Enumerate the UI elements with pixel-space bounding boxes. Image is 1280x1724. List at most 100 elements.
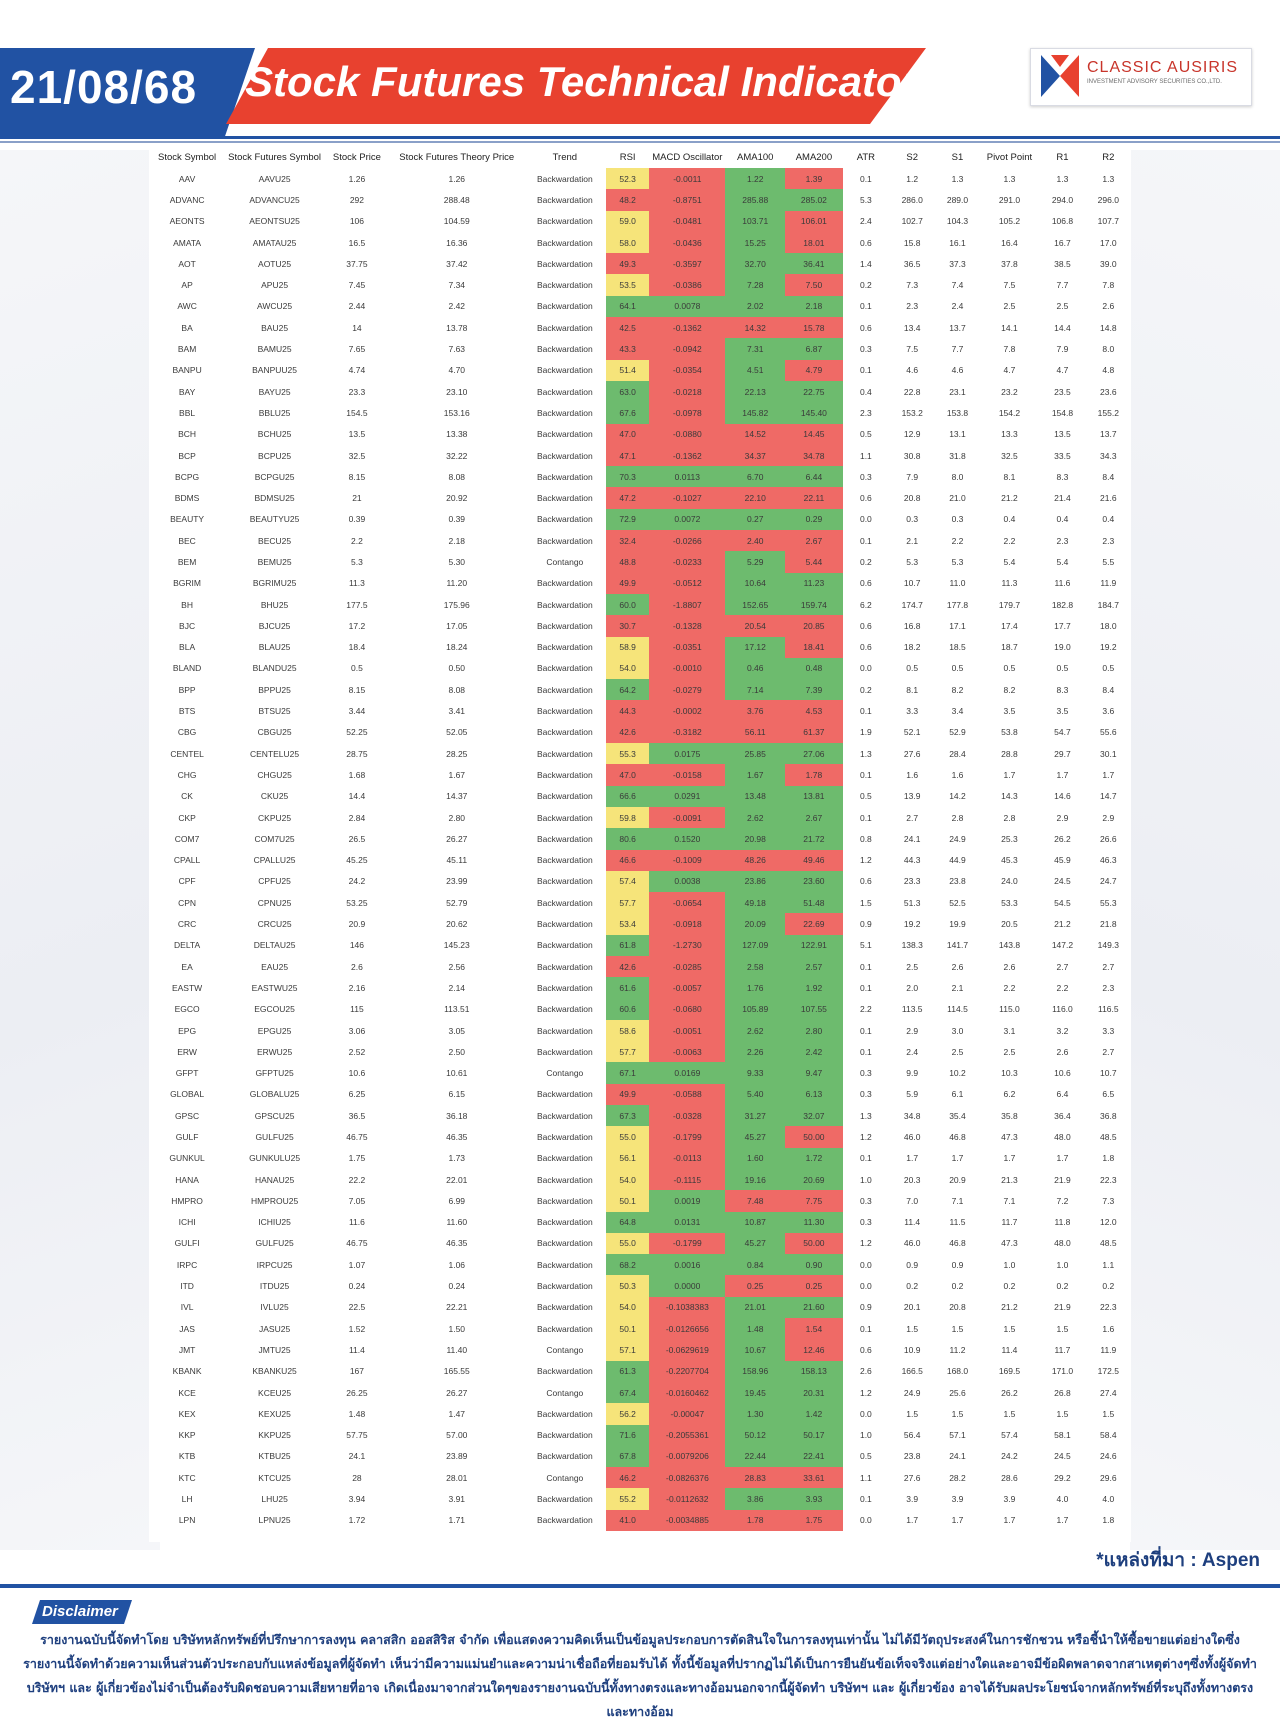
table-cell: 45.27 [725,1232,786,1255]
table-cell: 11.6 [1054,578,1071,589]
table-cell: 1.2 [906,173,919,184]
table-cell: 54.7 [1054,727,1071,738]
table-cell: 0.39 [448,514,466,525]
table-cell: KEX [178,1408,196,1419]
table-cell: 22.2 [348,1174,366,1185]
table-cell: 56.1 [606,1147,650,1169]
table-cell: 1.8 [1102,1153,1115,1164]
table-cell: 3.93 [785,1488,843,1510]
table-cell: 4.0 [1056,1494,1069,1505]
table-cell: 49.9 [606,572,650,594]
table-row: BBL BBLU25 154.5 153.16 Backwardation 67.6 -0.… [149,402,1131,424]
table-header-row: Stock Symbol Stock Futures Symbol Stock Pr… [149,146,1131,168]
table-cell: 5.29 [725,551,786,573]
table-cell: 46.8 [949,1132,966,1142]
table-cell: 2.2 [1056,982,1069,993]
table-cell: 1.0 [1056,1259,1069,1270]
table-row: CBG CBGU25 52.25 52.05 Backwardation 42.6 -0.3… [149,721,1131,744]
table-cell: 11.3 [348,578,365,589]
table-cell: -0.1799 [649,1126,726,1148]
table-row: ADVANC ADVANCU25 292 288.48 Backwardation 48.… [149,189,1131,211]
table-cell: 39.0 [1100,258,1117,269]
table-cell: 3.9 [1003,1494,1016,1505]
table-cell: 113.5 [901,1004,923,1015]
table-cell: 1.7 [1003,769,1016,780]
table-cell: 8.3 [1056,684,1069,695]
table-cell: 51.48 [785,892,843,914]
source-note: *แหล่งที่มา : Aspen [1096,1550,1260,1571]
table-cell: BLAU25 [258,642,291,653]
table-cell: 29.6 [1100,1472,1117,1483]
table-cell: 1.3 [1102,173,1115,184]
table-row: HANA HANAU25 22.2 22.01 Backwardation 54.0 -0.… [149,1168,1131,1191]
table-cell: -0.1038383 [649,1296,726,1319]
table-cell: 1.60 [725,1147,786,1169]
table-cell: 13.48 [725,785,786,807]
table-cell: 0.1 [859,1323,872,1334]
table-cell: 24.9 [949,833,966,844]
table-cell: -0.0942 [649,338,726,360]
table-cell: 0.1 [859,1494,872,1505]
table-row: EPG EPGU25 3.06 3.05 Backwardation 58.6 -0.005… [149,1019,1131,1042]
table-cell: JAS [179,1323,195,1334]
table-cell: 0.6 [859,620,872,631]
table-cell: 55.0 [606,1126,650,1148]
table-cell: Backwardation [536,1323,593,1334]
table-cell: 8.2 [1003,684,1016,695]
table-cell: 5.3 [859,194,872,205]
table-cell: 71.6 [606,1424,650,1446]
column-header: Stock Price [332,151,381,163]
table-row: KBANK KBANKU25 167 165.55 Backwardation 61.3-… [149,1360,1131,1382]
table-cell: 21.2 [1001,1302,1018,1313]
table-cell: 0.1 [859,535,872,546]
table-cell: 3.1 [1003,1025,1016,1036]
table-cell: 2.52 [348,1046,366,1057]
table-cell: 10.87 [725,1211,786,1233]
table-cell: 51.3 [903,897,921,908]
table-cell: 2.16 [348,982,366,993]
table-row: BEC BECU25 2.2 2.18 Backwardation 32.4 -0.0266… [149,530,1131,552]
table-cell: 53.4 [606,913,650,935]
table-cell: 58.0 [606,231,650,254]
table-cell: Backwardation [536,407,593,418]
table-row: KTC KTCU25 28 28.01 Contango 46.2 -0.0826376 28… [149,1467,1131,1489]
table-cell: 60.0 [606,593,650,616]
table-cell: 18.4 [348,642,366,653]
table-cell: 0.2 [1102,1281,1115,1292]
column-header: Pivot Point [986,151,1033,163]
table-cell: 7.1 [1003,1195,1016,1206]
table-cell: 28.4 [949,748,966,759]
table-cell: 33.61 [785,1467,843,1489]
table-cell: AAVU25 [258,173,291,184]
table-cell: -0.0063 [649,1041,726,1063]
table-cell: 152.65 [725,593,786,616]
table-cell: 14.4 [348,791,366,802]
table-cell: 2.56 [448,961,466,972]
table-cell: 47.2 [606,487,650,509]
table-cell: CRC [177,919,197,930]
table-cell: 0.3 [906,514,919,525]
table-cell: 1.1 [1102,1259,1115,1270]
table-cell: 13.7 [949,322,966,333]
table-cell: DELTAU25 [253,940,296,951]
table-cell: 57.4 [1001,1430,1018,1441]
table-cell: -0.2055361 [649,1424,726,1446]
table-cell: 61.6 [606,977,650,999]
table-cell: BEM [177,556,197,567]
table-cell: 26.6 [1100,833,1117,844]
table-cell: 11.40 [446,1344,468,1355]
table-cell: 6.15 [448,1089,466,1100]
table-cell: 19.2 [903,919,921,930]
table-cell: BEAUTYU25 [249,514,300,525]
table-cell: 28 [352,1472,362,1483]
table-cell: 2.3 [1056,535,1069,546]
table-cell: BAMU25 [257,344,292,355]
table-cell: 1.7 [1003,1515,1016,1526]
table-cell: 42.6 [606,721,650,744]
table-cell: 21.60 [785,1296,843,1319]
table-cell: 2.4 [951,301,964,312]
table-cell: 11.60 [446,1217,468,1228]
table-cell: 2.02 [725,295,786,318]
table-cell: 21.9 [1054,1302,1071,1313]
column-header: R1 [1056,151,1069,163]
